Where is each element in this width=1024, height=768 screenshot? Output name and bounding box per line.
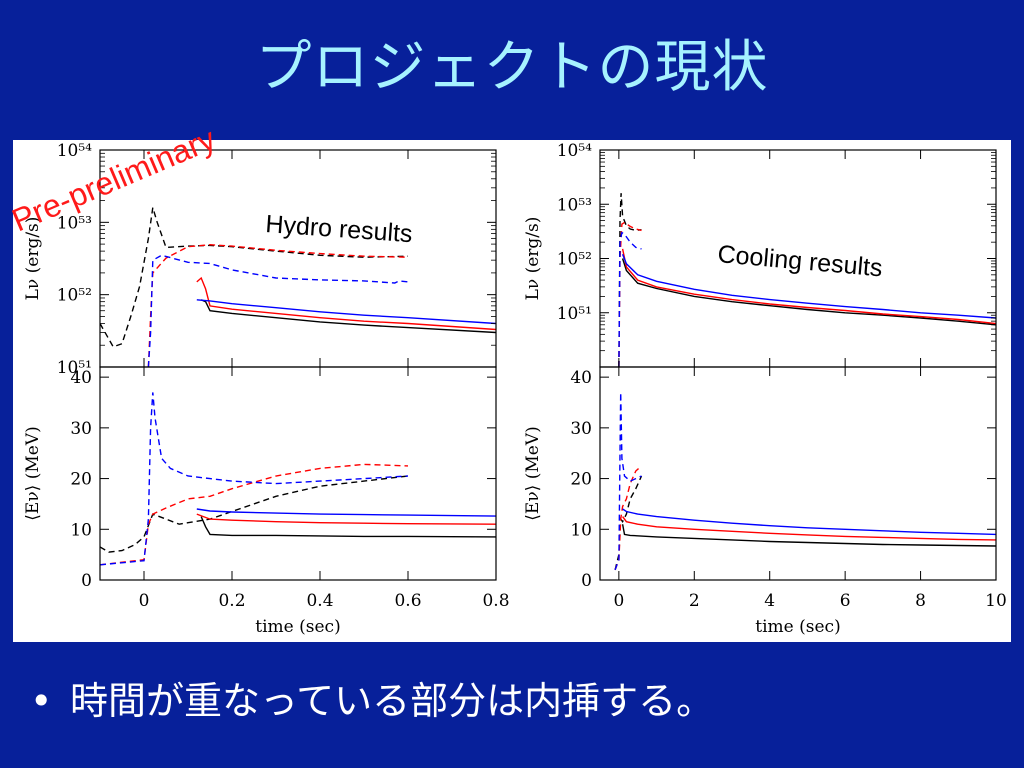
- hydro-energy-series-4-solid: [196, 513, 496, 525]
- hydro-luminosity-series-1-dashed: [147, 243, 409, 367]
- hydro-energy-ytick-label-0: 0: [81, 571, 92, 591]
- bullet-symbol: •: [30, 679, 53, 723]
- cooling-luminosity-series-5-solid: [621, 253, 996, 319]
- hydro-energy-xtick-label-1: 0.2: [218, 591, 245, 611]
- cooling-energy-xtick-label-5: 10: [985, 591, 1007, 611]
- cooling-energy-x-axis-label: time (sec): [755, 617, 840, 637]
- cooling-energy-series-group: [614, 392, 996, 571]
- cooling-luminosity-ytick-label-2: 10⁵³: [557, 195, 592, 215]
- cooling-energy-ytick-label-4: 40: [570, 368, 592, 388]
- hydro-luminosity-ytick-label-0: 10⁵¹: [57, 358, 92, 378]
- cooling-energy-xtick-label-3: 6: [840, 591, 851, 611]
- cooling-energy-series-4-solid: [622, 516, 996, 541]
- hydro-energy-ytick-label-3: 30: [70, 419, 92, 439]
- cooling-energy-ytick-label-0: 0: [581, 571, 592, 591]
- cooling-luminosity-series-2-dashed: [618, 231, 642, 367]
- cooling-luminosity-series-3-solid: [621, 258, 996, 326]
- cooling-energy-series-3-solid: [621, 524, 996, 547]
- cooling-energy-xtick-label-2: 4: [764, 591, 775, 611]
- cooling-energy-series-2-dashed: [614, 392, 642, 571]
- hydro-energy-ytick-label-2: 20: [70, 470, 92, 490]
- hydro-energy-ytick-label-1: 10: [70, 520, 92, 540]
- cooling-luminosity-series-0-dashed: [618, 193, 642, 367]
- hydro-energy-panel: 0 10 20 30 40 0 0.2 0.4 0.6 0.8 time (sec) ⟨Eν⟩ (Me…: [23, 366, 510, 637]
- left-figure-background: [13, 140, 519, 642]
- hydro-energy-xtick-label-4: 0.8: [482, 591, 509, 611]
- hydro-luminosity-series-0-dashed: [100, 207, 409, 348]
- cooling-energy-ytick-label-2: 20: [570, 470, 592, 490]
- cooling-energy-panel: 0 10 20 30 40 0 2 4 6 8 10 time (sec) ⟨Eν⟩ (MeV): [523, 366, 1007, 637]
- hydro-energy-y-axis-label: ⟨Eν⟩ (MeV): [23, 426, 43, 520]
- hydro-energy-xtick-label-2: 0.4: [306, 591, 333, 611]
- hydro-energy-ytick-label-4: 40: [70, 368, 92, 388]
- cooling-luminosity-panel: 10⁵¹ 10⁵² 10⁵³ 10⁵⁴ Lν (erg/s): [523, 141, 997, 368]
- hydro-energy-xtick-label-3: 0.6: [394, 591, 421, 611]
- cooling-energy-series-1-dashed: [614, 465, 642, 571]
- hydro-luminosity-series-5-solid: [196, 299, 496, 325]
- hydro-energy-xtick-label-0: 0: [139, 591, 150, 611]
- hydro-luminosity-series-3-solid: [200, 299, 496, 334]
- cooling-luminosity-ytick-label-3: 10⁵⁴: [557, 141, 592, 161]
- hydro-energy-series-group: [100, 392, 496, 566]
- hydro-luminosity-ytick-label-1: 10⁵²: [57, 286, 92, 306]
- bullet-item: • 時間が重なっている部分は内挿する。: [30, 670, 714, 725]
- slide-title: プロジェクトの現状: [255, 35, 769, 100]
- hydro-luminosity-ytick-label-2: 10⁵³: [57, 213, 92, 233]
- hydro-energy-series-3-solid: [200, 516, 496, 538]
- cooling-energy-ytick-label-1: 10: [570, 520, 592, 540]
- cooling-energy-xtick-label-0: 0: [613, 591, 624, 611]
- cooling-energy-frame: [599, 366, 997, 581]
- hydro-luminosity-series-4-solid: [196, 276, 496, 331]
- hydro-energy-series-2-dashed: [100, 392, 409, 566]
- hydro-energy-series-5-solid: [196, 508, 496, 517]
- hydro-luminosity-series-2-dashed: [147, 254, 409, 367]
- cooling-energy-xtick-label-1: 2: [689, 591, 700, 611]
- hydro-energy-series-0-dashed: [100, 475, 409, 553]
- right-figure-background: [519, 140, 1011, 642]
- cooling-energy-xtick-label-4: 8: [915, 591, 926, 611]
- cooling-luminosity-y-axis-label: Lν (erg/s): [523, 217, 543, 301]
- cooling-energy-ytick-label-3: 30: [570, 419, 592, 439]
- hydro-luminosity-ytick-label-3: 10⁵⁴: [57, 141, 92, 161]
- cooling-luminosity-ytick-label-0: 10⁵¹: [557, 304, 592, 324]
- cooling-energy-y-axis-label: ⟨Eν⟩ (MeV): [523, 426, 543, 520]
- hydro-energy-frame: [99, 366, 497, 581]
- cooling-luminosity-series-group: [618, 193, 996, 367]
- hydro-luminosity-y-axis-label: Lν (erg/s): [23, 217, 43, 301]
- cooling-energy-series-5-solid: [622, 508, 996, 536]
- hydro-luminosity-series-group: [100, 207, 496, 367]
- bullet-text: 時間が重なっている部分は内挿する。: [70, 679, 715, 723]
- cooling-luminosity-ytick-label-1: 10⁵²: [557, 250, 592, 270]
- hydro-energy-x-axis-label: time (sec): [255, 617, 340, 637]
- cooling-luminosity-series-4-solid: [621, 248, 996, 325]
